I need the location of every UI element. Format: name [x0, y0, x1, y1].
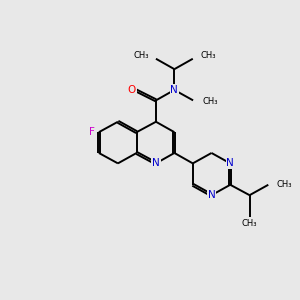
- Text: CH₃: CH₃: [202, 97, 218, 106]
- Text: CH₃: CH₃: [200, 51, 216, 60]
- Text: N: N: [152, 158, 160, 168]
- Text: F: F: [89, 127, 95, 137]
- Text: N: N: [226, 158, 234, 168]
- Text: CH₃: CH₃: [133, 51, 148, 60]
- Text: N: N: [208, 190, 215, 200]
- Text: N: N: [170, 85, 178, 95]
- Text: O: O: [128, 85, 136, 95]
- Text: CH₃: CH₃: [277, 180, 292, 189]
- Text: CH₃: CH₃: [242, 219, 257, 228]
